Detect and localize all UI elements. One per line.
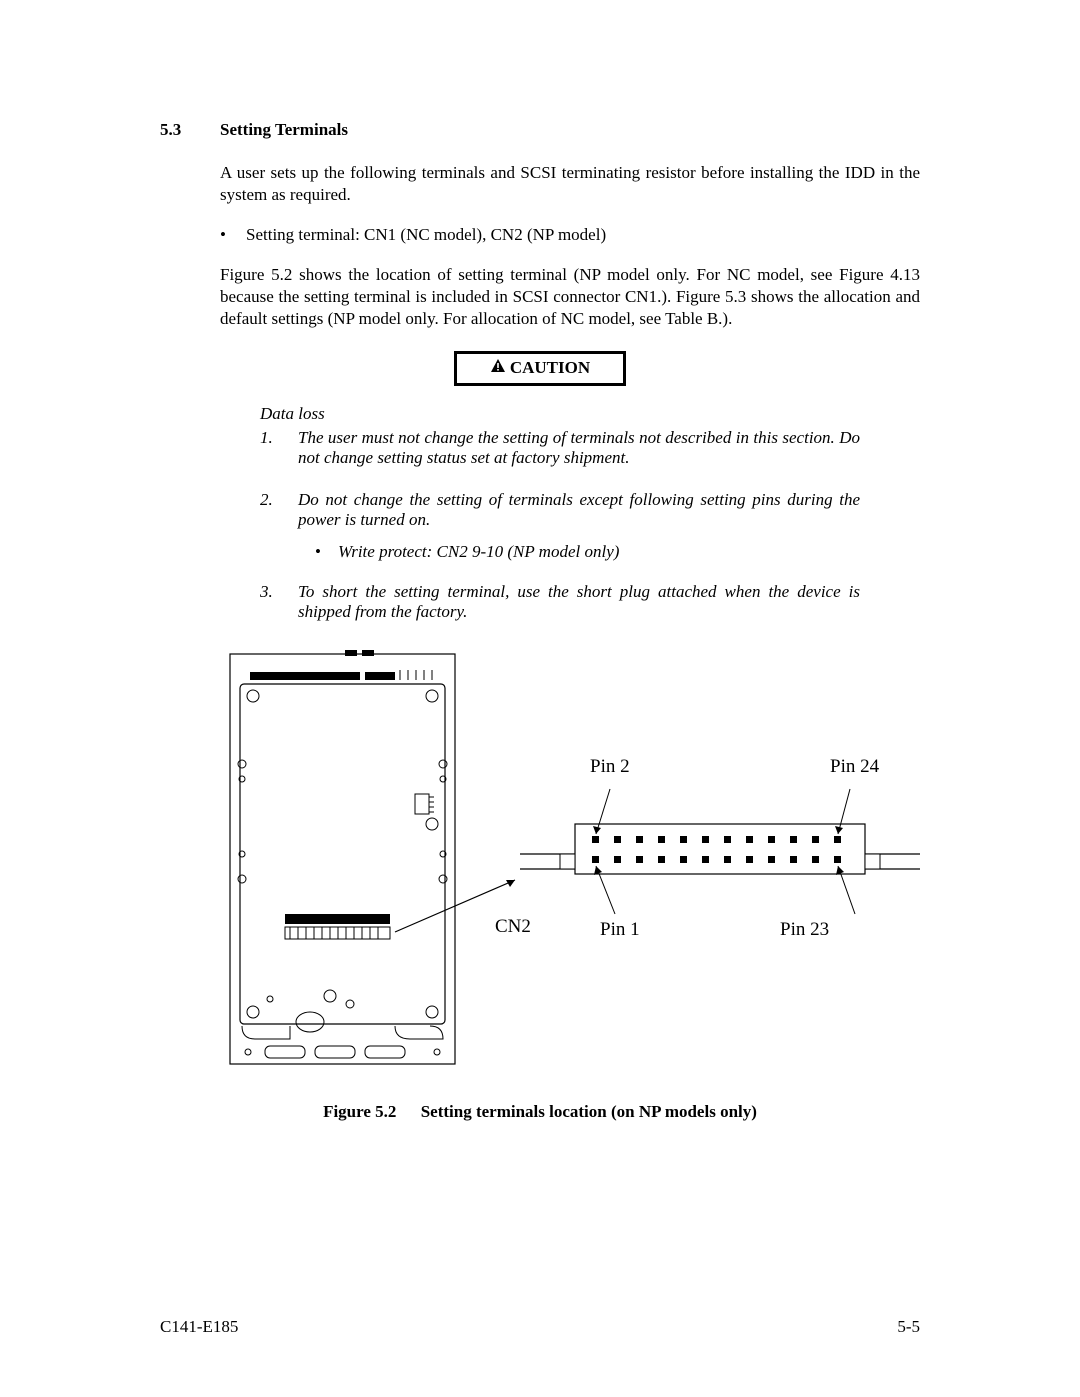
pin23-label: Pin 23: [780, 919, 829, 941]
caution-item-1: 1. The user must not change the setting …: [260, 428, 860, 468]
figure-svg: [220, 644, 920, 1074]
item-text: The user must not change the setting of …: [298, 428, 860, 468]
bullet-text: Setting terminal: CN1 (NC model), CN2 (N…: [246, 224, 920, 246]
item-number: 2.: [260, 490, 298, 530]
subbullet-text: Write protect: CN2 9-10 (NP model only): [338, 542, 860, 562]
figure-caption: Figure 5.2 Setting terminals location (o…: [160, 1102, 920, 1122]
bullet-icon: •: [298, 542, 338, 562]
item-number: 1.: [260, 428, 298, 468]
page: 5.3 Setting Terminals A user sets up the…: [0, 0, 1080, 1397]
caution-item-3: 3. To short the setting terminal, use th…: [260, 582, 860, 622]
intro-paragraph: A user sets up the following terminals a…: [220, 162, 920, 206]
item-text: Do not change the setting of terminals e…: [298, 490, 860, 530]
warning-icon: [490, 358, 506, 379]
figure-ref-paragraph: Figure 5.2 shows the location of setting…: [220, 264, 920, 330]
body-block: A user sets up the following terminals a…: [220, 162, 920, 331]
pin24-label: Pin 24: [830, 756, 879, 778]
caution-item-2: 2. Do not change the setting of terminal…: [260, 490, 860, 530]
cn2-label: CN2: [495, 916, 531, 938]
footer-left: C141-E185: [160, 1317, 238, 1337]
pin1-label: Pin 1: [600, 919, 640, 941]
bullet-item: • Setting terminal: CN1 (NC model), CN2 …: [220, 224, 920, 246]
caution-subbullet: • Write protect: CN2 9-10 (NP model only…: [298, 542, 860, 562]
section-header: 5.3 Setting Terminals: [160, 120, 920, 140]
caution-box: CAUTION: [454, 351, 626, 386]
item-text: To short the setting terminal, use the s…: [298, 582, 860, 622]
footer-right: 5-5: [897, 1317, 920, 1337]
figure-area: Pin 2 Pin 24 Pin 1 Pin 23 CN2: [220, 644, 920, 1074]
figure-caption-text: Setting terminals location (on NP models…: [421, 1102, 757, 1121]
figure-caption-number: Figure 5.2: [323, 1102, 396, 1121]
caution-label: CAUTION: [510, 358, 590, 378]
section-title: Setting Terminals: [220, 120, 348, 140]
section-number: 5.3: [160, 120, 220, 140]
caution-body: Data loss 1. The user must not change th…: [260, 404, 860, 622]
caution-heading: Data loss: [260, 404, 860, 424]
item-number: 3.: [260, 582, 298, 622]
footer: C141-E185 5-5: [160, 1317, 920, 1337]
bullet-icon: •: [220, 224, 246, 246]
pin2-label: Pin 2: [590, 756, 630, 778]
